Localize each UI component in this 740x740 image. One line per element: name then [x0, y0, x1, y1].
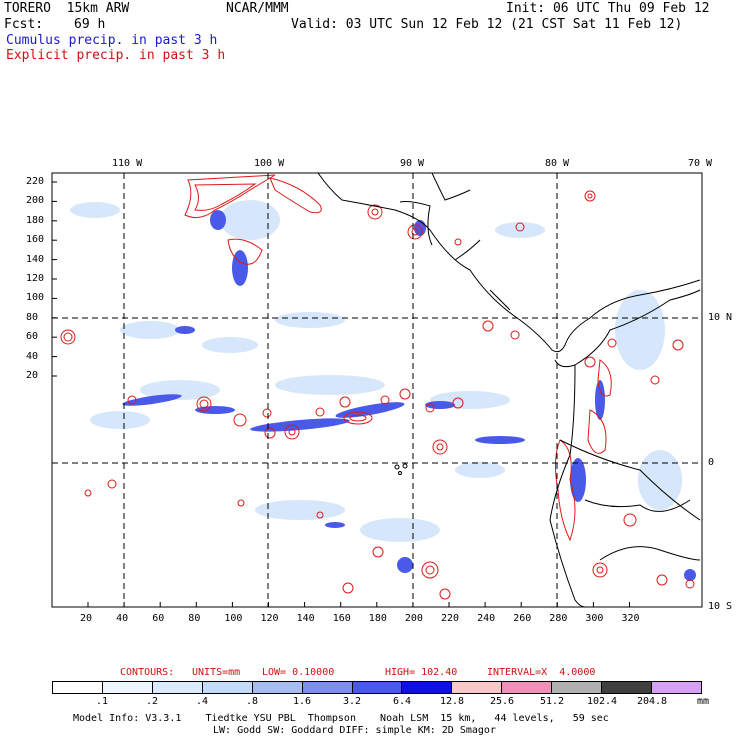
x-tick-label: 20 [80, 613, 93, 624]
x-tick-label: 140 [296, 613, 315, 624]
model-info-line2: LW: Godd SW: Goddard DIFF: simple KM: 2D… [213, 725, 496, 736]
light-precip-field [70, 200, 682, 542]
x-tick-label: 280 [549, 613, 568, 624]
fcst-value: 69 h [74, 17, 106, 32]
legend-level-label: 25.6 [489, 696, 515, 707]
y-tick-label: 140 [26, 253, 45, 265]
y-tick-label: 20 [26, 370, 39, 381]
x-tick-label: 320 [621, 613, 640, 624]
lat-label-eq: 0 [708, 457, 715, 468]
contours-interval: INTERVAL=X 4.0000 [487, 667, 596, 678]
precip-color-legend [52, 681, 702, 694]
legend-level-label: .4 [195, 696, 209, 707]
lon-label-110w: 110 W [112, 158, 143, 169]
lon-label-90w: 90 W [400, 158, 425, 169]
x-tick-label: 260 [513, 613, 532, 624]
y-tick-label: 100 [26, 292, 45, 304]
legend-level-label: .8 [245, 696, 259, 707]
fcst-label: Fcst: [4, 17, 44, 32]
legend-level-label: .2 [145, 696, 159, 707]
legend-swatch [302, 682, 353, 693]
x-tick-label: 80 [188, 613, 201, 624]
x-tick-label: 60 [152, 613, 165, 624]
y-tick-label: 80 [26, 311, 39, 323]
contours-high: HIGH= 102.40 [385, 667, 458, 678]
legend-swatch [152, 682, 203, 693]
legend-swatch [452, 682, 503, 693]
legend-swatch [352, 682, 403, 693]
y-tick-label: 200 [26, 195, 45, 207]
contours-label: CONTOURS: [120, 667, 175, 678]
lat-label-10n: 10 N [708, 312, 733, 323]
lon-label-100w: 100 W [254, 158, 285, 169]
legend-swatch [502, 682, 553, 693]
legend-level-label: 102.4 [586, 696, 618, 707]
legend-swatch [202, 682, 253, 693]
y-tick-label: 160 [26, 234, 45, 246]
legend-level-label: .1 [95, 696, 109, 707]
y-tick-label: 40 [26, 350, 39, 362]
x-tick-label: 100 [224, 613, 243, 624]
legend-level-label: 51.2 [539, 696, 565, 707]
valid-time: Valid: 03 UTC Sun 12 Feb 12 (21 CST Sat … [291, 17, 683, 32]
lat-label-10s: 10 S [708, 601, 733, 612]
legend-swatch [602, 682, 653, 693]
legend-level-label: 1.6 [292, 696, 312, 707]
legend-swatch [402, 682, 453, 693]
y-tick-label: 60 [26, 331, 39, 343]
contours-units: UNITS=mm [192, 667, 241, 678]
legend-swatch [252, 682, 303, 693]
coastlines [317, 173, 701, 607]
legend-swatch [652, 682, 701, 693]
y-tick-label: 180 [26, 214, 45, 226]
cumulus-precip-field [122, 210, 696, 581]
lon-label-80w: 80 W [545, 158, 570, 169]
lon-label-70w: 70 W [688, 158, 713, 169]
x-tick-label: 300 [585, 613, 604, 624]
x-tick-label: 40 [116, 613, 129, 624]
x-tick-label: 240 [477, 613, 496, 624]
legend-level-label: 6.4 [392, 696, 412, 707]
field-explicit-label: Explicit precip. in past 3 h [6, 48, 226, 63]
y-tick-label: 220 [26, 176, 45, 187]
legend-swatch [552, 682, 603, 693]
map-plot-area [60, 173, 701, 607]
x-tick-label: 220 [441, 613, 460, 624]
model-info-line1: Model Info: V3.3.1 Tiedtke YSU PBL Thomp… [73, 713, 609, 724]
legend-unit: mm [697, 696, 710, 707]
legend-swatch [102, 682, 153, 693]
init-time: Init: 06 UTC Thu 09 Feb 12 [506, 1, 710, 16]
legend-level-label: 204.8 [636, 696, 668, 707]
model-name: TORERO 15km ARW [4, 1, 130, 16]
x-tick-label: 120 [260, 613, 279, 624]
contours-low: LOW= 0.10000 [262, 667, 335, 678]
x-tick-label: 200 [404, 613, 423, 624]
x-tick-label: 160 [332, 613, 351, 624]
axis-tick-marks [52, 181, 630, 607]
lat-lon-grid [52, 173, 702, 607]
legend-swatch [53, 682, 103, 693]
field-cumulus-label: Cumulus precip. in past 3 h [6, 33, 218, 48]
explicit-precip-contours [60, 174, 695, 600]
institution: NCAR/MMM [226, 1, 289, 16]
x-tick-label: 180 [368, 613, 387, 624]
legend-level-label: 12.8 [439, 696, 465, 707]
legend-level-label: 3.2 [342, 696, 362, 707]
y-tick-label: 120 [26, 273, 45, 284]
